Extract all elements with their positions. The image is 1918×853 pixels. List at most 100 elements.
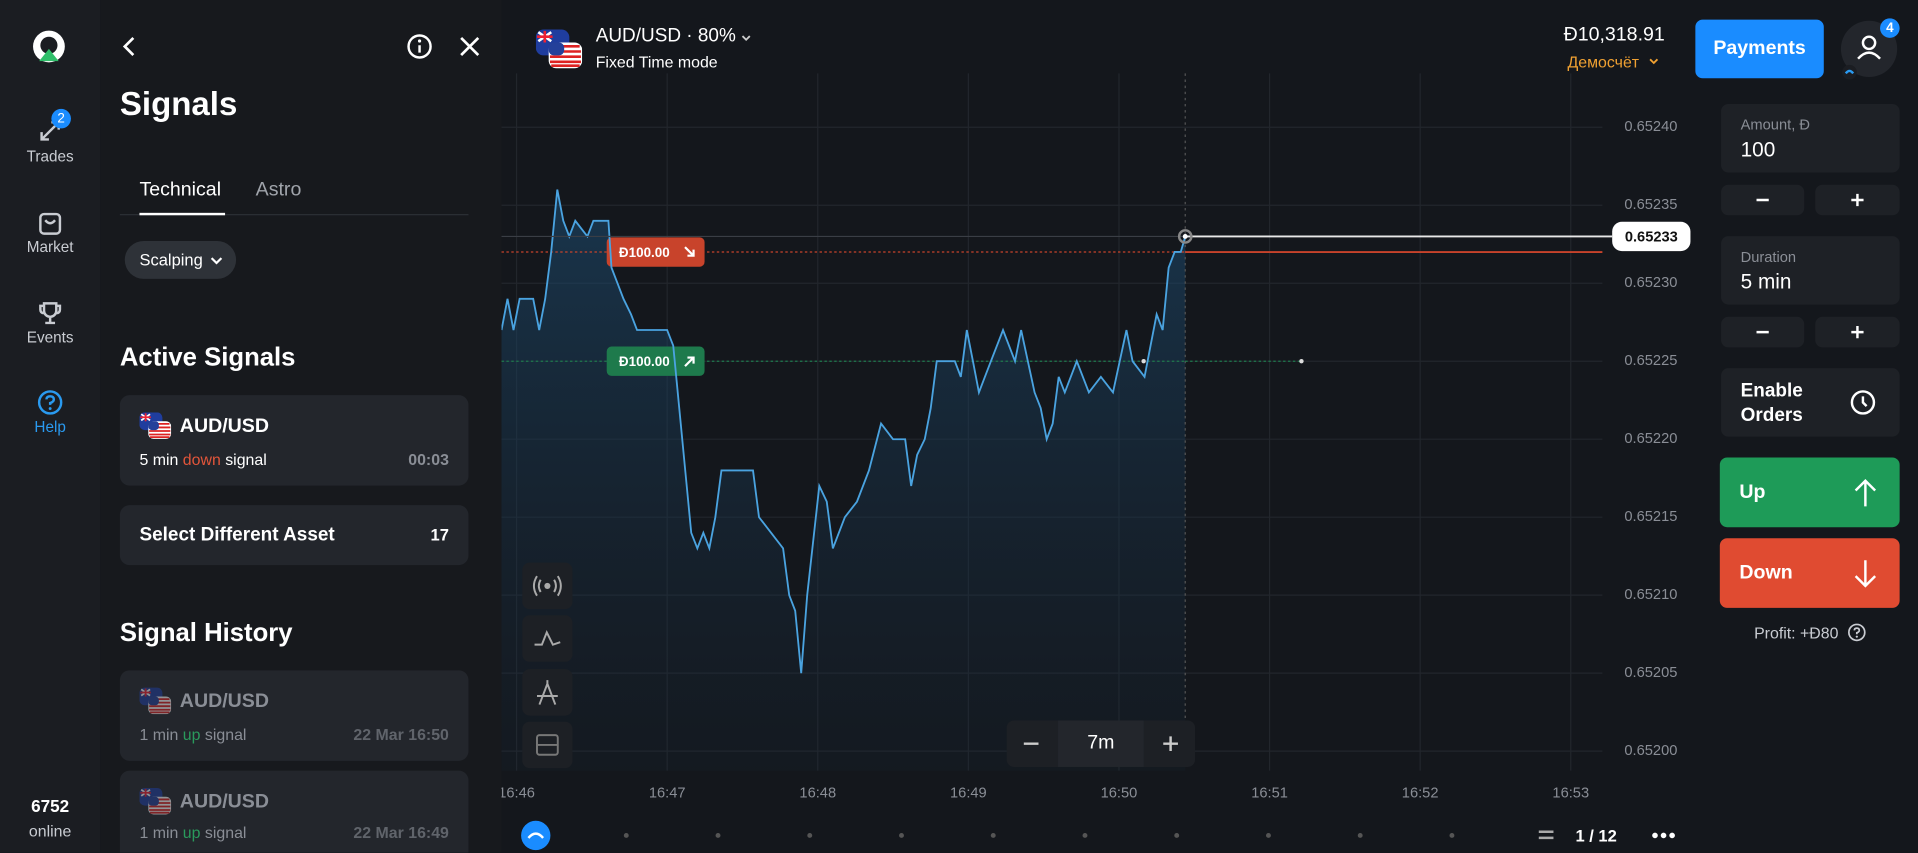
x-tick-label: 16:46 xyxy=(502,786,535,802)
active-signal-card[interactable]: AUD/USD 5 min down signal 00:03 xyxy=(119,395,469,486)
x-tick-label: 16:47 xyxy=(649,786,686,802)
signals-tool[interactable] xyxy=(522,562,573,610)
section-title: Active Signals xyxy=(119,343,296,372)
timeline-handle[interactable] xyxy=(521,820,551,851)
y-tick-label: 0.65215 xyxy=(1624,509,1677,525)
field-label: Duration xyxy=(1740,248,1797,266)
amount-minus[interactable] xyxy=(1721,184,1805,216)
select-asset-card[interactable]: Select Different Asset 17 xyxy=(119,505,469,566)
timeline xyxy=(521,820,1675,851)
y-tick-label: 0.65235 xyxy=(1624,197,1677,213)
trade-label: Đ100.00 xyxy=(606,346,705,376)
history-card: AUD/USD 1 min up signal 22 Mar 16:49 xyxy=(119,770,469,853)
chevron xyxy=(210,257,223,265)
asset-name: AUD/USD · 80% xyxy=(595,25,736,47)
direction: up xyxy=(182,823,201,842)
filter-pill[interactable]: Scalping xyxy=(124,240,237,279)
asset-selector[interactable]: AUD/USD · 80% xyxy=(596,26,736,48)
trade-arrow xyxy=(684,356,695,367)
clock-icon xyxy=(1850,390,1876,415)
back-button[interactable] xyxy=(117,34,141,58)
account-type[interactable]: Демосчёт xyxy=(1567,52,1640,71)
asset-flag xyxy=(139,412,172,440)
x-tick-label: 16:49 xyxy=(950,786,987,802)
up-label: Up xyxy=(1739,481,1766,503)
duration-field[interactable]: Duration 5 min xyxy=(1721,236,1900,305)
signal-suffix: signal xyxy=(225,450,267,469)
chevron xyxy=(1649,58,1659,65)
help-icon[interactable] xyxy=(1847,623,1867,643)
down-arrow xyxy=(1854,560,1877,588)
duration-value: 5 min xyxy=(1740,270,1792,294)
signal-suffix: signal xyxy=(204,725,247,744)
close-button[interactable] xyxy=(457,34,481,58)
events-icon[interactable] xyxy=(37,300,64,327)
notification-badge: 4 xyxy=(1880,18,1900,38)
layout-tool[interactable] xyxy=(522,721,573,769)
asset: AUD/USD xyxy=(179,791,269,813)
trade-label-box xyxy=(606,237,705,267)
section-title: Signal History xyxy=(119,618,293,648)
amount-field[interactable]: Amount, Đ 100 xyxy=(1721,103,1900,173)
info-button[interactable] xyxy=(406,33,433,60)
y-tick-label: 0.65240 xyxy=(1624,119,1677,135)
help-icon[interactable] xyxy=(37,389,64,416)
nav-label[interactable]: Help xyxy=(34,418,66,436)
handle-icon xyxy=(527,832,545,839)
trade-entry xyxy=(1141,359,1146,364)
nav-label[interactable]: Market xyxy=(26,238,74,256)
up-button[interactable]: Up xyxy=(1719,457,1900,528)
down-button[interactable]: Down xyxy=(1719,538,1900,608)
current-point-dot xyxy=(1182,233,1188,239)
logo[interactable] xyxy=(31,28,68,65)
duration: 1 min xyxy=(139,823,179,842)
amount-value: 100 xyxy=(1740,138,1776,162)
chevron xyxy=(741,35,751,42)
minus-icon xyxy=(1756,198,1769,202)
current-price-label: 0.65233 xyxy=(1625,230,1678,246)
direction: down xyxy=(182,450,221,469)
drawing-tool[interactable] xyxy=(522,669,573,716)
x-tick-label: 16:51 xyxy=(1251,786,1288,802)
asset-flag xyxy=(139,687,172,715)
tab[interactable]: Astro xyxy=(255,179,302,201)
nav-label[interactable]: Trades xyxy=(26,148,74,166)
duration-plus[interactable] xyxy=(1815,316,1900,348)
nav-bar: 2 Trades Market Events Help 6752 online xyxy=(0,0,101,853)
trades-badge: 2 xyxy=(51,108,71,129)
y-tick-label: 0.65225 xyxy=(1624,353,1677,369)
price-line xyxy=(501,189,1187,674)
history-card: AUD/USD 1 min up signal 22 Mar 16:50 xyxy=(119,670,469,761)
nav-label[interactable]: Events xyxy=(26,329,74,347)
y-tick-label: 0.65200 xyxy=(1624,743,1677,759)
y-tick-label: 0.65205 xyxy=(1624,665,1677,681)
signal-desc: 5 min down signal xyxy=(139,450,266,468)
zoom-out[interactable] xyxy=(1021,736,1041,751)
trade-expiry xyxy=(1299,359,1304,364)
enable-orders-button[interactable]: Enable Orders xyxy=(1721,368,1900,437)
asset-flag xyxy=(139,787,172,815)
signal-time: 22 Mar 16:50 xyxy=(353,725,449,744)
tab-underline xyxy=(139,212,226,216)
payments-button[interactable]: Payments xyxy=(1695,19,1824,79)
amount-plus[interactable] xyxy=(1815,184,1900,216)
market-icon[interactable] xyxy=(37,210,64,237)
chart-type-tool[interactable] xyxy=(522,615,573,662)
tab-active[interactable]: Technical xyxy=(139,179,222,201)
timeline-dots xyxy=(623,832,1455,838)
signal-time: 22 Mar 16:49 xyxy=(353,823,449,842)
filter-label: Scalping xyxy=(139,250,203,270)
zoom-in[interactable] xyxy=(1161,734,1181,754)
up-arrow xyxy=(1854,478,1877,507)
current-point xyxy=(1177,229,1193,244)
minus-icon xyxy=(1756,330,1769,334)
trade-arrow xyxy=(684,246,695,257)
down-label: Down xyxy=(1739,562,1793,584)
asset: AUD/USD xyxy=(179,691,269,712)
current-price-box xyxy=(1612,221,1691,252)
signal-suffix: signal xyxy=(204,823,247,842)
more-button[interactable] xyxy=(1652,832,1675,839)
duration-minus[interactable] xyxy=(1721,316,1805,348)
page-indicator: 1 / 12 xyxy=(1575,826,1617,846)
